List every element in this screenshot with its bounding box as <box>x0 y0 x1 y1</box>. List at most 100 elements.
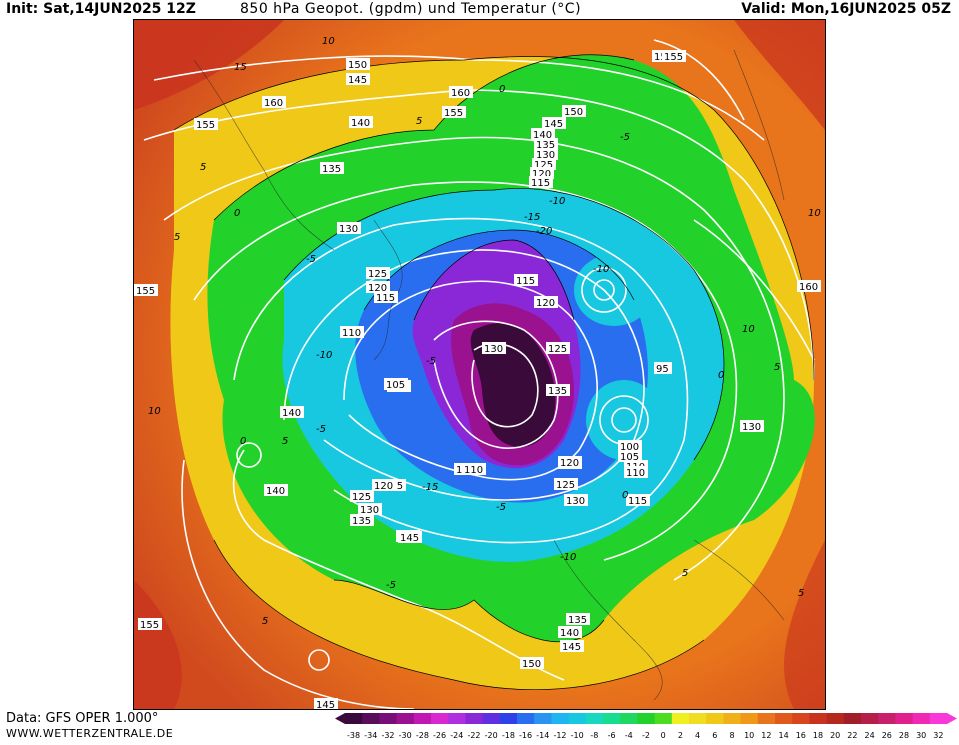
geopotential-label: 120 <box>534 296 558 309</box>
geopotential-label: 135 <box>350 514 374 527</box>
temperature-label: 0 <box>240 436 246 447</box>
temperature-label: -5 <box>620 132 630 143</box>
temperature-label: -5 <box>386 580 396 591</box>
legend-arrow-right <box>947 713 957 724</box>
legend-tick-label: 4 <box>695 731 700 740</box>
legend-swatch <box>379 713 398 724</box>
temperature-label: -10 <box>549 196 565 207</box>
svg-text:130: 130 <box>566 496 585 507</box>
temperature-label: 5 <box>798 588 804 599</box>
geopotential-label: 115 <box>529 176 553 189</box>
legend-swatch <box>895 713 914 724</box>
svg-text:150: 150 <box>564 107 583 118</box>
legend-tick-label: -2 <box>642 731 650 740</box>
legend-tick-label: 12 <box>761 731 771 740</box>
legend-swatch <box>345 713 363 724</box>
geopotential-label: 145 <box>542 117 566 130</box>
svg-text:120: 120 <box>532 169 551 180</box>
legend-swatch <box>362 713 380 724</box>
color-legend: -38 -34 -32 -30 -28 -26 -24 -22 -20 -18 -16 -14 -12-… <box>333 711 959 741</box>
legend-tick-label: 0 <box>661 731 666 740</box>
svg-text:115: 115 <box>516 276 535 287</box>
geopotential-label: 120 <box>366 281 390 294</box>
legend-tick-label: 24 <box>865 731 875 740</box>
geopotential-label: 135 <box>566 613 590 626</box>
geopotential-label: 130 <box>482 342 506 355</box>
temperature-label: -10 <box>316 350 332 361</box>
geopotential-label: 155 <box>662 50 686 63</box>
legend-swatch <box>878 713 896 724</box>
svg-text:145: 145 <box>544 119 563 130</box>
legend-swatch <box>671 713 690 724</box>
temperature-label: -15 <box>524 212 540 223</box>
geopotential-label: 130 <box>358 503 382 516</box>
svg-text:120: 120 <box>368 283 387 294</box>
svg-text:140: 140 <box>560 628 579 639</box>
geopotential-label: 110 <box>340 326 364 339</box>
geopotential-label: 95 <box>654 362 672 375</box>
svg-text:135: 135 <box>536 140 555 151</box>
svg-text:155: 155 <box>444 108 463 119</box>
legend-swatch <box>620 713 638 724</box>
legend-tick-label: 6 <box>712 731 717 740</box>
svg-text:125: 125 <box>534 160 553 171</box>
geopotential-label: 160 <box>449 86 473 99</box>
legend-swatch <box>912 713 931 724</box>
temperature-label: 5 <box>774 362 780 373</box>
svg-text:150: 150 <box>348 60 367 71</box>
legend-tick-label: 26 <box>882 731 892 740</box>
svg-text:110: 110 <box>342 328 361 339</box>
legend-tick-label: 8 <box>729 731 734 740</box>
svg-text:135: 135 <box>548 386 567 397</box>
legend-tick-label: -28 <box>416 731 429 740</box>
website-credit: WWW.WETTERZENTRALE.DE <box>6 727 174 740</box>
geopotential-label: 110 <box>624 466 648 479</box>
temperature-label: 15 <box>234 62 247 73</box>
legend-tick-label: 10 <box>744 731 754 740</box>
geopotential-label: 115 <box>374 291 398 304</box>
hot-region-se <box>784 540 825 709</box>
svg-text:125: 125 <box>352 492 371 503</box>
svg-text:140: 140 <box>351 118 370 129</box>
legend-swatch <box>448 713 466 724</box>
svg-text:145: 145 <box>316 700 335 709</box>
legend-tick-label: 30 <box>916 731 926 740</box>
legend-swatch <box>809 713 828 724</box>
geopotential-label: 150 <box>346 58 370 71</box>
data-source: Data: GFS OPER 1.000° <box>6 711 159 726</box>
map-canvas: 150 145 155 160 155 150 145 140 135 130 … <box>134 20 825 709</box>
legend-tick-label: -30 <box>399 731 412 740</box>
temperature-label: -5 <box>316 424 326 435</box>
geopotential-label: 160 <box>797 280 821 293</box>
legend-arrow-left <box>335 713 345 724</box>
svg-text:115: 115 <box>628 496 647 507</box>
geopotential-label: 105 <box>618 450 642 463</box>
legend-tick-label: 18 <box>813 731 823 740</box>
legend-swatch <box>482 713 501 724</box>
valid-time: Valid: Mon,16JUN2025 05Z <box>741 1 951 17</box>
legend-swatch <box>585 713 604 724</box>
temperature-label: 5 <box>262 616 268 627</box>
geopotential-label: 140 <box>558 626 582 639</box>
legend-tick-label: 14 <box>779 731 789 740</box>
temperature-contours <box>173 54 815 690</box>
legend-tick-label: -20 <box>485 731 498 740</box>
geopotential-label: 140 <box>531 128 555 141</box>
geopotential-label: 115 <box>626 494 650 507</box>
hot-region-sw <box>134 580 182 709</box>
svg-text:140: 140 <box>266 486 285 497</box>
legend-tick-label: -38 <box>347 731 360 740</box>
legend-swatch <box>396 713 415 724</box>
legend-tick-label: -12 <box>553 731 566 740</box>
temperature-label: 0 <box>499 84 505 95</box>
temperature-label: -5 <box>306 254 316 265</box>
legend-swatch <box>568 713 587 724</box>
geopotential-label: 125 <box>546 342 570 355</box>
svg-text:130: 130 <box>742 422 761 433</box>
legend-swatch <box>413 713 432 724</box>
geopotential-label-layer: 150 145 155 160 155 150 145 140 135 130 … <box>134 50 821 709</box>
legend-scale: -38 -34 -32 -30 -28 -26 -24 -22 -20 -18 -16 -14 -12-… <box>335 713 957 740</box>
legend-tick-label: -24 <box>450 731 463 740</box>
legend-swatch <box>757 713 776 724</box>
geopotential-label: 110 <box>462 463 486 476</box>
